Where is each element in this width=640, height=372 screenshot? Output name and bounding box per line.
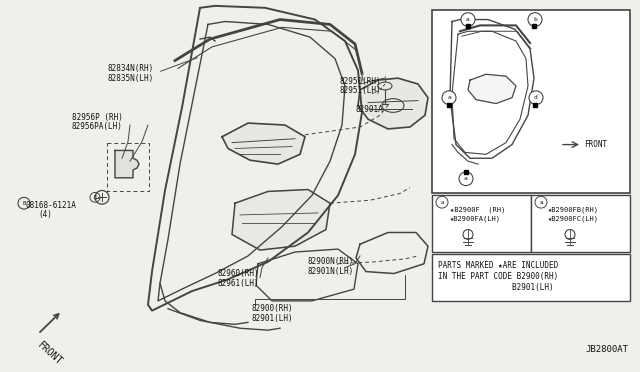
Text: 82901N(LH): 82901N(LH): [308, 267, 355, 276]
Circle shape: [528, 13, 542, 26]
Text: 08168-6121A: 08168-6121A: [25, 201, 76, 210]
Text: 82956PA(LH): 82956PA(LH): [72, 122, 123, 131]
Circle shape: [442, 91, 456, 105]
Text: 82951(LH): 82951(LH): [340, 86, 381, 95]
Text: B: B: [93, 195, 97, 200]
Text: 82961(LH): 82961(LH): [218, 279, 260, 288]
Text: PARTS MARKED ★ARE INCLUDED: PARTS MARKED ★ARE INCLUDED: [438, 261, 558, 270]
Text: d: d: [534, 95, 538, 100]
Polygon shape: [232, 189, 330, 250]
Text: a: a: [447, 95, 451, 100]
Text: IN THE PART CODE B2900(RH): IN THE PART CODE B2900(RH): [438, 272, 558, 281]
Text: a: a: [464, 176, 468, 181]
Polygon shape: [358, 78, 428, 129]
Circle shape: [535, 196, 547, 208]
Circle shape: [529, 91, 543, 105]
Text: 82900N(RH): 82900N(RH): [308, 257, 355, 266]
Text: JB2800AT: JB2800AT: [585, 344, 628, 354]
Bar: [432, 254, 630, 301]
Bar: [432, 10, 630, 193]
Text: ★B2900FB(RH): ★B2900FB(RH): [548, 207, 599, 213]
Text: ★B2900FA(LH): ★B2900FA(LH): [450, 215, 501, 222]
Polygon shape: [222, 123, 305, 164]
Text: a: a: [540, 200, 543, 205]
Text: (4): (4): [38, 211, 52, 219]
Text: 82956P (RH): 82956P (RH): [72, 113, 123, 122]
Text: FRONT: FRONT: [36, 340, 64, 367]
Text: b: b: [533, 17, 537, 22]
Circle shape: [461, 13, 475, 26]
Text: 82950(RH): 82950(RH): [340, 77, 381, 86]
Bar: [531, 195, 630, 252]
Text: a: a: [440, 200, 444, 205]
Text: 82900(RH): 82900(RH): [252, 304, 294, 313]
Circle shape: [459, 172, 473, 186]
Text: 82835N(LH): 82835N(LH): [108, 74, 154, 83]
Text: a: a: [466, 17, 470, 22]
Text: 82960(RH): 82960(RH): [218, 269, 260, 278]
Text: ★B2900FC(LH): ★B2900FC(LH): [548, 215, 599, 222]
Text: ★B2900F  (RH): ★B2900F (RH): [450, 207, 505, 213]
Text: 82901A: 82901A: [355, 105, 383, 114]
Text: 82901(LH): 82901(LH): [252, 314, 294, 323]
Text: B: B: [22, 201, 26, 206]
Text: B2901(LH): B2901(LH): [438, 283, 554, 292]
Text: 82834N(RH): 82834N(RH): [108, 64, 154, 73]
Polygon shape: [115, 150, 139, 178]
Text: FRONT: FRONT: [584, 140, 607, 149]
Bar: [432, 195, 531, 252]
Polygon shape: [468, 74, 516, 103]
Circle shape: [436, 196, 448, 208]
